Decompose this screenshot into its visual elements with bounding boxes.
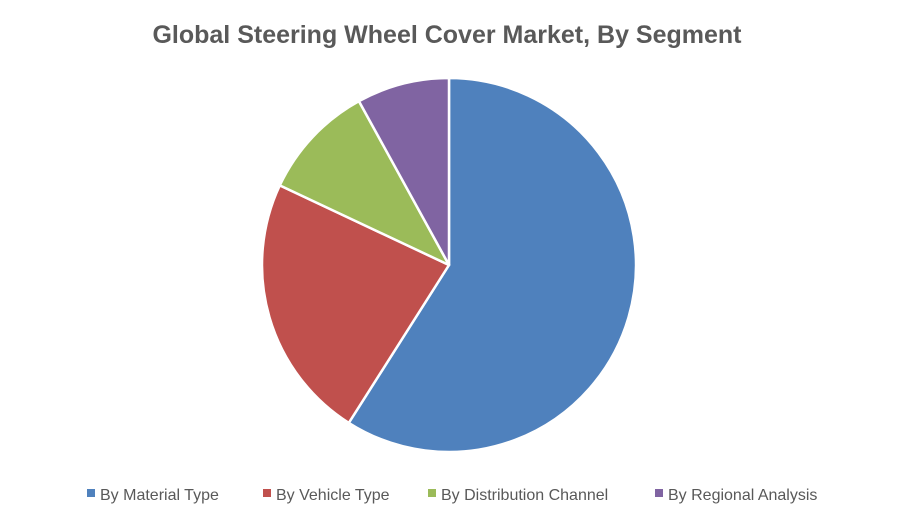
legend-item-by-vehicle-type: By Vehicle Type [263,487,390,504]
chart-title: Global Steering Wheel Cover Market, By S… [152,21,742,49]
pie-slice-by-distribution-channel [278,99,451,267]
pie-slice-by-vehicle-type [260,184,451,425]
legend: By Material Type By Vehicle Type By Distri… [87,487,817,504]
legend-swatch [428,489,436,497]
legend-label: By Regional Analysis [668,487,817,504]
pie-slices [260,76,638,454]
legend-swatch [87,489,95,497]
legend-label: By Material Type [100,487,219,504]
legend-label: By Vehicle Type [276,487,390,504]
legend-item-by-material-type: By Material Type [87,487,219,504]
legend-swatch [263,489,271,497]
legend-label: By Distribution Channel [441,487,608,504]
legend-item-by-distribution-channel: By Distribution Channel [428,487,608,504]
pie-slice-by-material-type [347,76,638,454]
legend-item-by-regional-analysis: By Regional Analysis [655,487,817,504]
legend-swatch [655,489,663,497]
pie-slice-by-regional-analysis [357,76,451,267]
